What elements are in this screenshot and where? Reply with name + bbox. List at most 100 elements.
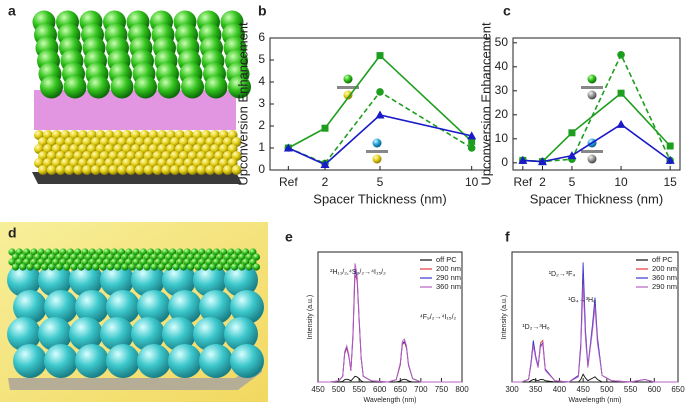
panel-label: c bbox=[503, 3, 511, 19]
sphere bbox=[179, 253, 187, 261]
sphere bbox=[74, 248, 82, 256]
illustration-layers bbox=[32, 10, 251, 184]
x-tick-label: 5 bbox=[377, 175, 384, 189]
legend-label: 200 nm bbox=[652, 264, 677, 273]
x-tick-label: 5 bbox=[569, 175, 576, 189]
sphere bbox=[55, 263, 63, 271]
plot-frame bbox=[512, 37, 681, 171]
sphere bbox=[7, 317, 41, 351]
sphere bbox=[99, 263, 107, 271]
sphere bbox=[106, 290, 140, 324]
sphere bbox=[168, 290, 202, 324]
sphere bbox=[187, 253, 195, 261]
marker bbox=[376, 52, 384, 60]
sphere bbox=[64, 165, 75, 175]
annotation: ¹G₄→³H₆ bbox=[568, 297, 596, 304]
sphere bbox=[19, 253, 27, 261]
sphere bbox=[7, 263, 41, 297]
sphere bbox=[81, 248, 89, 256]
sphere bbox=[117, 258, 126, 266]
substrate bbox=[8, 362, 262, 390]
sphere bbox=[77, 253, 85, 261]
sphere bbox=[66, 248, 74, 256]
sphere bbox=[125, 248, 133, 256]
sphere bbox=[84, 263, 93, 271]
sphere bbox=[214, 165, 224, 175]
marker bbox=[567, 151, 577, 160]
sphere bbox=[11, 253, 20, 261]
sphere bbox=[220, 248, 228, 256]
sphere bbox=[249, 248, 257, 256]
series-line bbox=[318, 375, 462, 383]
panel-label: b bbox=[258, 3, 267, 19]
sphere bbox=[165, 253, 173, 261]
annotation: ¹D₂→³F₄ bbox=[549, 271, 576, 278]
sphere bbox=[169, 258, 177, 266]
sphere bbox=[137, 290, 171, 324]
sphere bbox=[143, 263, 151, 271]
panel-label: a bbox=[8, 3, 16, 19]
x-tick-label: 500 bbox=[600, 385, 614, 394]
sphere bbox=[117, 165, 128, 175]
x-tick-label: 15 bbox=[663, 175, 677, 189]
sphere bbox=[224, 317, 258, 351]
sphere bbox=[114, 263, 122, 271]
plot-frame bbox=[511, 251, 679, 383]
marker bbox=[467, 144, 476, 152]
y-tick-label: 50 bbox=[495, 35, 509, 49]
sphere bbox=[106, 263, 114, 271]
sphere bbox=[84, 253, 93, 261]
sphere bbox=[75, 290, 109, 324]
sphere bbox=[136, 253, 144, 261]
sphere bbox=[190, 258, 199, 266]
series-line bbox=[318, 263, 462, 383]
x-tick-label: 700 bbox=[414, 385, 428, 394]
sphere bbox=[110, 75, 134, 99]
sphere bbox=[143, 253, 151, 261]
sphere bbox=[8, 258, 16, 266]
y-tick-label: 10 bbox=[495, 131, 509, 145]
sphere bbox=[249, 258, 257, 266]
sphere bbox=[121, 253, 129, 261]
sphere bbox=[15, 248, 23, 256]
sphere bbox=[152, 165, 163, 175]
sphere bbox=[19, 263, 27, 271]
sphere bbox=[193, 263, 227, 297]
legend-label: 360 nm bbox=[436, 282, 461, 291]
icon-sphere bbox=[587, 154, 597, 164]
sphere bbox=[201, 253, 209, 261]
sphere bbox=[13, 290, 47, 324]
sphere bbox=[199, 344, 233, 378]
spacer-layer bbox=[34, 90, 236, 130]
sphere bbox=[73, 165, 84, 175]
sphere bbox=[227, 248, 235, 256]
marker bbox=[375, 110, 385, 119]
sphere bbox=[161, 248, 169, 256]
sphere bbox=[172, 253, 180, 261]
sphere bbox=[106, 253, 114, 261]
sphere bbox=[205, 248, 213, 256]
sphere bbox=[103, 248, 111, 256]
y-tick-label: 0 bbox=[501, 155, 508, 169]
x-tick-label: 450 bbox=[311, 385, 325, 394]
marker bbox=[468, 137, 476, 145]
sphere bbox=[227, 258, 235, 266]
legend-label: 290 nm bbox=[436, 273, 461, 282]
series-line bbox=[512, 373, 678, 383]
sphere bbox=[100, 263, 134, 297]
sphere bbox=[154, 248, 162, 256]
annotation: ¹D₂→³H₆ bbox=[522, 324, 549, 331]
x-tick-label: Ref bbox=[513, 175, 532, 189]
sphere bbox=[190, 248, 199, 256]
sphere bbox=[92, 263, 100, 271]
sphere bbox=[134, 165, 145, 175]
series-line bbox=[287, 114, 472, 166]
x-axis-label: Wavelength (nm) bbox=[568, 397, 621, 404]
x-axis-label: Spacer Thickness (nm) bbox=[313, 191, 446, 206]
sphere bbox=[157, 75, 181, 99]
sphere bbox=[38, 317, 72, 351]
marker bbox=[321, 124, 329, 132]
sphere bbox=[147, 258, 155, 266]
x-tick-label: 10 bbox=[465, 175, 479, 189]
